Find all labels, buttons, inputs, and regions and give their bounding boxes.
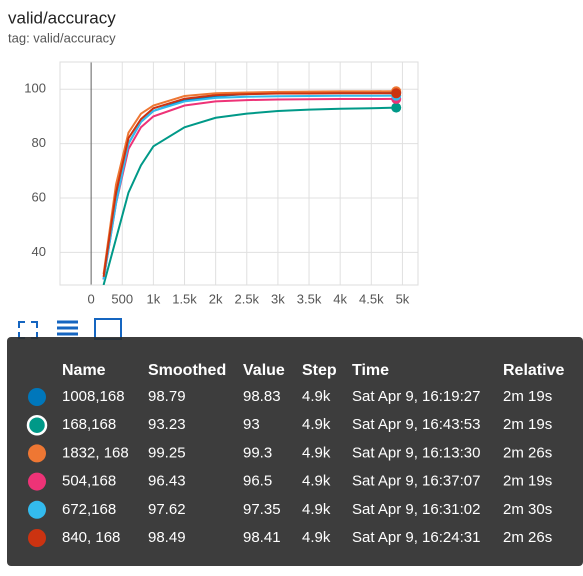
cell: 672,168 bbox=[62, 501, 116, 518]
x-tick-label: 4k bbox=[333, 291, 347, 306]
column-header: Name bbox=[62, 362, 106, 379]
column-header: Value bbox=[243, 362, 285, 379]
cell: 2m 26s bbox=[503, 444, 552, 461]
legend-swatch bbox=[28, 500, 46, 519]
cell: Sat Apr 9, 16:37:07 bbox=[352, 473, 480, 490]
cell: 2m 26s bbox=[503, 529, 552, 546]
cell: Sat Apr 9, 16:24:31 bbox=[352, 529, 480, 546]
cell: 96.43 bbox=[148, 473, 186, 490]
x-tick-label: 1k bbox=[147, 291, 161, 306]
x-tick-label: 3.5k bbox=[297, 291, 322, 306]
cell: 98.49 bbox=[148, 529, 186, 546]
column-header: Time bbox=[352, 362, 389, 379]
fit-domain-icon[interactable] bbox=[94, 318, 122, 340]
card-tag: tag: valid/accuracy bbox=[8, 30, 116, 45]
cell: 1832, 168 bbox=[62, 444, 129, 461]
cell: Sat Apr 9, 16:13:30 bbox=[352, 444, 480, 461]
cell: 98.79 bbox=[148, 388, 186, 405]
cell: 168,168 bbox=[62, 416, 116, 433]
cell: 2m 19s bbox=[503, 473, 552, 490]
cell: Sat Apr 9, 16:19:27 bbox=[352, 388, 480, 405]
cell: 504,168 bbox=[62, 473, 116, 490]
x-tick-label: 0 bbox=[88, 291, 95, 306]
cell: 98.83 bbox=[243, 388, 281, 405]
cell: 2m 19s bbox=[503, 416, 552, 433]
y-tick-label: 60 bbox=[32, 189, 46, 204]
cell: 4.9k bbox=[302, 501, 331, 518]
x-tick-label: 2k bbox=[209, 291, 223, 306]
series-line bbox=[102, 106, 397, 285]
series-line bbox=[102, 90, 397, 275]
cell: 98.41 bbox=[243, 529, 281, 546]
cell: 97.35 bbox=[243, 501, 281, 518]
series-line bbox=[102, 97, 397, 280]
fullscreen-icon[interactable] bbox=[18, 321, 38, 339]
plot: 40 60 80 100 0 500 1k 1.5k 2k 2.5k 3k 3.5k 4k 4.5k 5k bbox=[24, 61, 419, 306]
cell: Sat Apr 9, 16:31:02 bbox=[352, 501, 480, 518]
x-tick-label: 5k bbox=[396, 291, 410, 306]
cell: 4.9k bbox=[302, 388, 331, 405]
cell: 99.3 bbox=[243, 444, 272, 461]
cell: 4.9k bbox=[302, 416, 331, 433]
legend-swatch bbox=[28, 472, 46, 491]
cell: 96.5 bbox=[243, 473, 272, 490]
cell: 2m 30s bbox=[503, 501, 552, 518]
cell: 4.9k bbox=[302, 529, 331, 546]
legend-swatch bbox=[26, 414, 48, 436]
cell: 840, 168 bbox=[62, 529, 120, 546]
cell: 93 bbox=[243, 416, 260, 433]
tooltip bbox=[7, 337, 583, 566]
cell: 97.62 bbox=[148, 501, 186, 518]
y-tick-label: 100 bbox=[24, 81, 46, 96]
cell: 2m 19s bbox=[503, 388, 552, 405]
column-header: Step bbox=[302, 362, 337, 379]
cell: 4.9k bbox=[302, 444, 331, 461]
cell: 4.9k bbox=[302, 473, 331, 490]
cell: 99.25 bbox=[148, 444, 186, 461]
cell: 93.23 bbox=[148, 416, 186, 433]
toolbar bbox=[18, 318, 122, 340]
column-header: Relative bbox=[503, 362, 564, 379]
legend-swatch bbox=[28, 388, 46, 406]
log-scale-icon[interactable] bbox=[57, 320, 78, 336]
legend-swatch bbox=[28, 529, 46, 547]
x-tick-label: 3k bbox=[271, 291, 285, 306]
plot-frame bbox=[59, 61, 419, 286]
legend-swatch bbox=[28, 444, 46, 463]
column-header: Smoothed bbox=[148, 362, 226, 379]
x-tick-label: 4.5k bbox=[359, 291, 384, 306]
end-dot bbox=[391, 88, 402, 99]
x-tick-label: 500 bbox=[111, 291, 133, 306]
cell: 1008,168 bbox=[62, 388, 125, 405]
cell: Sat Apr 9, 16:43:53 bbox=[352, 416, 480, 433]
end-dot bbox=[391, 102, 402, 113]
card-title: valid/accuracy bbox=[8, 8, 116, 27]
x-tick-label: 2.5k bbox=[234, 291, 259, 306]
y-tick-label: 80 bbox=[32, 135, 46, 150]
y-tick-label: 40 bbox=[32, 244, 46, 259]
tooltip-table: Name Smoothed Value Step Time Relative 1008,16… bbox=[26, 362, 564, 547]
x-tick-label: 1.5k bbox=[172, 291, 197, 306]
series-line bbox=[102, 92, 397, 277]
series-line bbox=[102, 94, 397, 280]
lines bbox=[102, 90, 397, 285]
